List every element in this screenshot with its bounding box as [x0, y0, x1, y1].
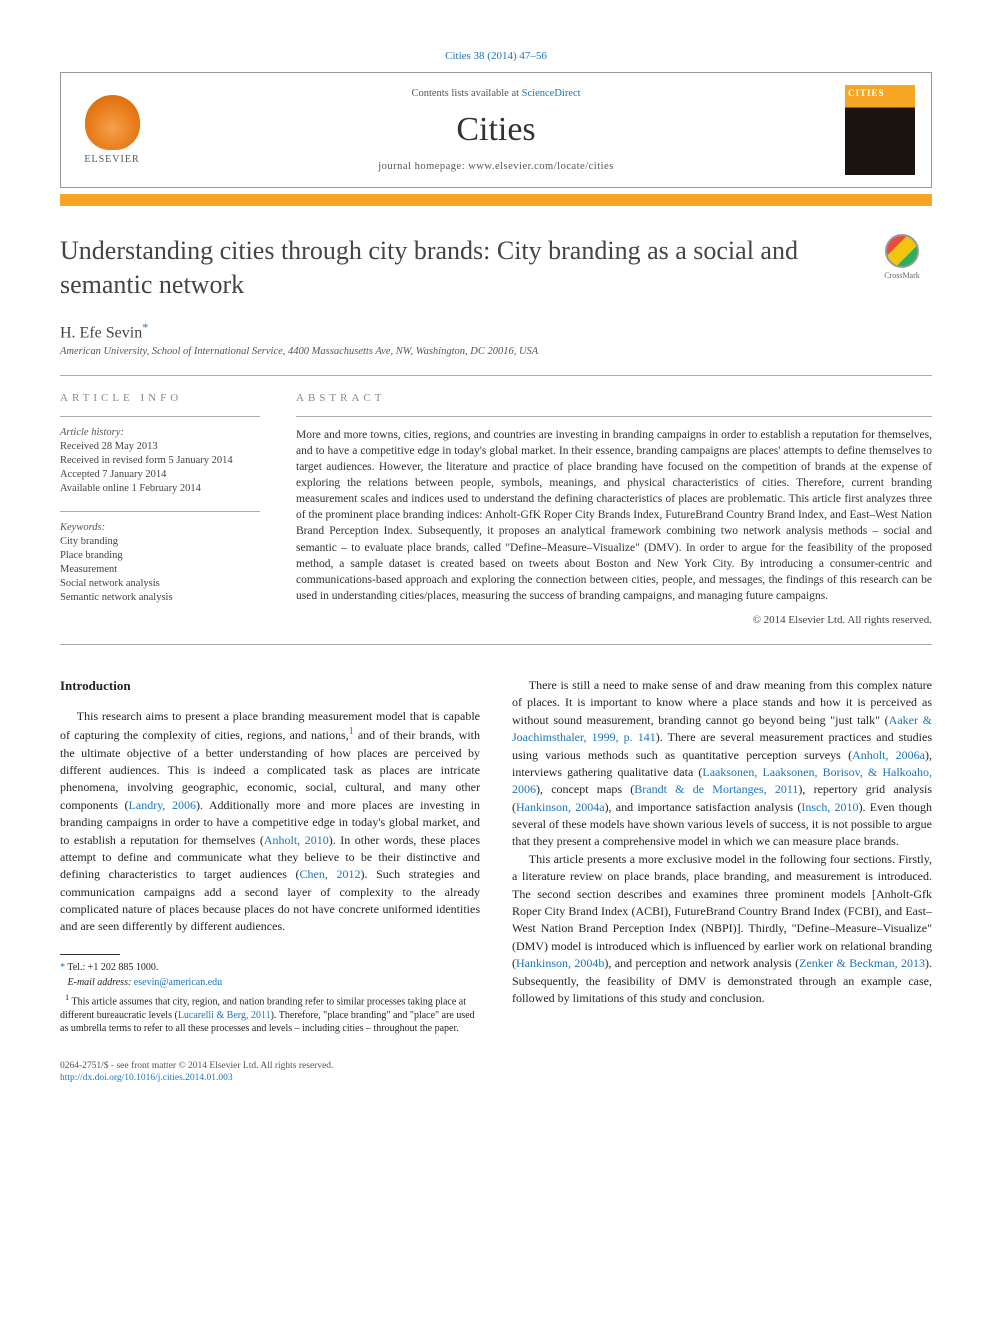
article-info-heading: article info: [60, 392, 260, 404]
accent-bar: [60, 194, 932, 206]
history-item: Accepted 7 January 2014: [60, 468, 260, 482]
front-matter-line: 0264-2751/$ - see front matter © 2014 El…: [60, 1060, 932, 1072]
elsevier-tree-icon: [85, 95, 140, 150]
citation-link[interactable]: Landry, 2006: [129, 798, 196, 812]
author-affiliation: American University, School of Internati…: [60, 346, 932, 357]
abstract-heading: abstract: [296, 392, 932, 404]
journal-header: ELSEVIER Contents lists available at Sci…: [60, 72, 932, 188]
doi-link[interactable]: http://dx.doi.org/10.1016/j.cities.2014.…: [60, 1073, 233, 1083]
history-item: Received in revised form 5 January 2014: [60, 454, 260, 468]
journal-homepage: journal homepage: www.elsevier.com/locat…: [167, 161, 825, 172]
journal-cover-thumbnail: [845, 85, 915, 175]
history-item: Received 28 May 2013: [60, 440, 260, 454]
divider: [296, 416, 932, 417]
author-name: H. Efe Sevin*: [60, 320, 932, 342]
divider: [60, 416, 260, 417]
footnote-1: 1 This article assumes that city, region…: [60, 992, 480, 1036]
citation-link[interactable]: Anholt, 2006a: [852, 748, 925, 762]
citation-link[interactable]: Anholt, 2010: [264, 833, 329, 847]
corresponding-mark: *: [142, 320, 148, 334]
abstract-column: abstract More and more towns, cities, re…: [296, 392, 932, 626]
elsevier-logo: ELSEVIER: [77, 90, 147, 170]
keyword: Social network analysis: [60, 577, 260, 591]
corresponding-email: E-mail address: esevin@american.edu: [60, 976, 480, 990]
citation-link[interactable]: Lucarelli & Berg, 2011: [178, 1010, 271, 1021]
article-info-column: article info Article history: Received 2…: [60, 392, 260, 626]
keyword: Semantic network analysis: [60, 591, 260, 605]
citation-link[interactable]: Zenker & Beckman, 2013: [799, 956, 925, 970]
history-item: Available online 1 February 2014: [60, 482, 260, 496]
footnote-separator: [60, 954, 120, 955]
publisher-name: ELSEVIER: [84, 154, 139, 165]
divider: [60, 511, 260, 512]
keywords-label: Keywords:: [60, 522, 260, 533]
citation-link[interactable]: Hankinson, 2004a: [516, 800, 605, 814]
crossmark-icon: [885, 234, 919, 268]
body-paragraph: This research aims to present a place br…: [60, 708, 480, 936]
footnotes-block: * Tel.: +1 202 885 1000. E-mail address:…: [60, 961, 480, 1036]
body-paragraph: There is still a need to make sense of a…: [512, 677, 932, 851]
crossmark-label: CrossMark: [884, 271, 920, 280]
article-title: Understanding cities through city brands…: [60, 234, 852, 302]
section-heading-introduction: Introduction: [60, 677, 480, 696]
homepage-url[interactable]: www.elsevier.com/locate/cities: [468, 161, 614, 172]
abstract-text: More and more towns, cities, regions, an…: [296, 427, 932, 604]
divider: [60, 644, 932, 645]
body-paragraph: This article presents a more exclusive m…: [512, 851, 932, 1008]
citation-link[interactable]: Hankinson, 2004b: [516, 956, 604, 970]
citation-link[interactable]: Brandt & de Mortanges, 2011: [634, 782, 798, 796]
abstract-copyright: © 2014 Elsevier Ltd. All rights reserved…: [296, 614, 932, 626]
sciencedirect-link[interactable]: ScienceDirect: [522, 88, 581, 99]
history-label: Article history:: [60, 427, 260, 438]
contents-prefix: Contents lists available at: [411, 88, 521, 99]
article-body: Introduction This research aims to prese…: [60, 677, 932, 1036]
email-link[interactable]: esevin@american.edu: [134, 977, 222, 988]
citation-link[interactable]: Chen, 2012: [300, 867, 361, 881]
citation-link[interactable]: Insch, 2010: [801, 800, 858, 814]
crossmark-badge[interactable]: CrossMark: [872, 234, 932, 280]
bottom-metadata: 0264-2751/$ - see front matter © 2014 El…: [60, 1060, 932, 1085]
contents-available-line: Contents lists available at ScienceDirec…: [167, 88, 825, 99]
journal-name: Cities: [167, 111, 825, 149]
keyword: City branding: [60, 535, 260, 549]
keyword: Measurement: [60, 563, 260, 577]
citation-line: Cities 38 (2014) 47–56: [60, 50, 932, 62]
keyword: Place branding: [60, 549, 260, 563]
corresponding-tel: * Tel.: +1 202 885 1000.: [60, 961, 480, 975]
